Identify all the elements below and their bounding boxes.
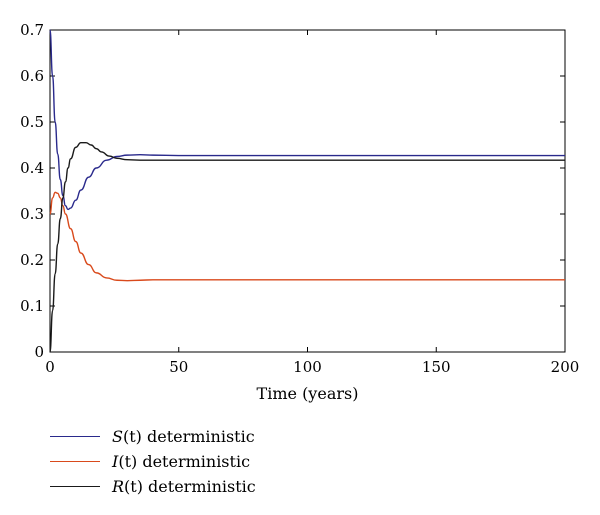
y-tick-label: 0.1: [20, 297, 44, 315]
legend-swatch-i: [50, 461, 100, 462]
y-tick-label: 0.2: [20, 251, 44, 269]
y-tick-label: 0.7: [20, 21, 44, 39]
series-line-i: [49, 191, 565, 282]
x-tick-label: 100: [293, 358, 322, 376]
series-line-r: [49, 142, 565, 353]
x-tick-label: 0: [45, 358, 55, 376]
legend-label-s: S(t) deterministic: [112, 427, 255, 446]
y-tick-label: 0: [34, 343, 44, 361]
legend-label-r: R(t) deterministic: [112, 477, 256, 496]
y-tick-label: 0.5: [20, 113, 44, 131]
legend-item-r: R(t) deterministic: [50, 474, 256, 499]
legend-item-i: I(t) deterministic: [50, 449, 256, 474]
legend-swatch-r: [50, 486, 100, 487]
x-tick-label: 200: [551, 358, 580, 376]
legend-item-s: S(t) deterministic: [50, 424, 256, 449]
axis-ticks: 0 50 100 150 200 0 0.1 0.2 0.3 0.4 0.5 0.6 0.7: [20, 21, 579, 376]
x-tick-label: 50: [169, 358, 188, 376]
series-layer: [49, 29, 565, 353]
line-chart: 0 50 100 150 200 0 0.1 0.2 0.3 0.4 0.5 0.6 0.7 Time …: [20, 21, 579, 403]
x-tick-label: 150: [422, 358, 451, 376]
y-tick-label: 0.4: [20, 159, 44, 177]
legend: S(t) deterministic I(t) deterministic R(…: [50, 424, 256, 499]
legend-swatch-s: [50, 436, 100, 437]
y-tick-label: 0.3: [20, 205, 44, 223]
series-line-s: [49, 29, 565, 211]
plot-frame: [49, 29, 566, 353]
legend-label-i: I(t) deterministic: [112, 452, 251, 471]
y-tick-label: 0.6: [20, 67, 44, 85]
x-axis-label: Time (years): [257, 384, 359, 403]
